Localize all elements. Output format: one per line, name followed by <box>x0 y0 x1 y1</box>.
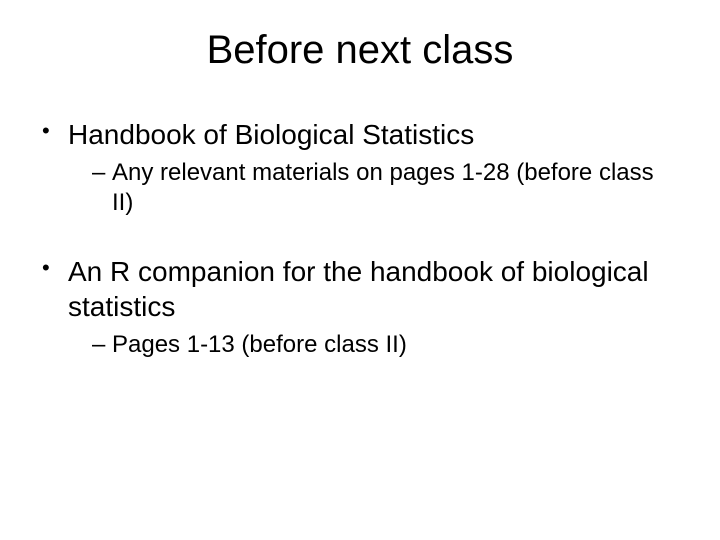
sub-list: Any relevant materials on pages 1-28 (be… <box>68 158 680 218</box>
slide: Before next class Handbook of Biological… <box>0 0 720 540</box>
bullet-list: Handbook of Biological Statistics Any re… <box>40 117 680 360</box>
list-item-text: Handbook of Biological Statistics <box>68 119 474 150</box>
list-item-text: An R companion for the handbook of biolo… <box>68 256 649 322</box>
list-item: Handbook of Biological Statistics Any re… <box>40 117 680 218</box>
sub-list-item: Any relevant materials on pages 1-28 (be… <box>92 158 680 218</box>
sub-list-item-text: Any relevant materials on pages 1-28 (be… <box>112 159 654 216</box>
sub-list-item-text: Pages 1-13 (before class II) <box>112 331 407 358</box>
slide-title: Before next class <box>40 28 680 73</box>
list-item: An R companion for the handbook of biolo… <box>40 254 680 360</box>
sub-list-item: Pages 1-13 (before class II) <box>92 330 680 360</box>
sub-list: Pages 1-13 (before class II) <box>68 330 680 360</box>
